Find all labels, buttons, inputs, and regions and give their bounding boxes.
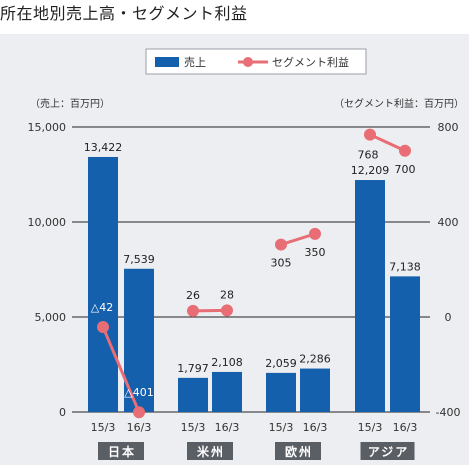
bar-sales bbox=[266, 372, 296, 412]
category-label: アジア bbox=[368, 445, 410, 459]
profit-point bbox=[221, 304, 233, 317]
bar-sales bbox=[212, 371, 242, 412]
bar-data-label: 2,059 bbox=[265, 357, 297, 370]
right-axis-tick-label: -400 bbox=[436, 406, 461, 419]
profit-data-label: 700 bbox=[395, 163, 416, 176]
bar-data-label: 7,539 bbox=[123, 253, 155, 266]
category-box bbox=[187, 442, 233, 460]
left-axis-tick-label: 15,000 bbox=[28, 121, 67, 134]
x-tick-label: 16/3 bbox=[303, 421, 328, 434]
right-axis-unit-label: （セグメント利益：百万円） bbox=[334, 97, 464, 110]
profit-data-label: 768 bbox=[358, 149, 379, 162]
legend-label-profit: セグメント利益 bbox=[272, 55, 349, 69]
right-axis-tick-label: 800 bbox=[438, 121, 459, 134]
x-tick-label: 15/3 bbox=[91, 421, 116, 434]
bar-data-label: 7,138 bbox=[389, 260, 421, 273]
profit-point bbox=[187, 304, 199, 317]
profit-point bbox=[133, 406, 145, 419]
profit-data-label: 26 bbox=[186, 289, 200, 302]
profit-data-label: △42 bbox=[91, 301, 113, 314]
profit-point bbox=[309, 227, 321, 240]
left-axis-tick-label: 5,000 bbox=[35, 311, 67, 324]
left-axis-unit-label: （売上：百万円） bbox=[30, 97, 110, 110]
bar-sales bbox=[355, 180, 385, 412]
x-tick-label: 16/3 bbox=[393, 421, 418, 434]
bar-sales bbox=[300, 368, 330, 412]
x-tick-label: 16/3 bbox=[215, 421, 240, 434]
bar-data-label: 12,209 bbox=[351, 164, 390, 177]
x-tick-label: 15/3 bbox=[358, 421, 383, 434]
legend-bar-swatch bbox=[155, 57, 179, 67]
profit-data-label: △401 bbox=[124, 386, 153, 399]
right-axis-tick-label: 0 bbox=[445, 311, 452, 324]
profit-line-segment bbox=[369, 133, 406, 153]
bar-data-label: 1,797 bbox=[177, 362, 209, 375]
profit-point bbox=[275, 238, 287, 251]
right-axis-tick-label: 400 bbox=[438, 216, 459, 229]
page-title: 所在地別売上高・セグメント利益 bbox=[0, 4, 248, 23]
category-box bbox=[360, 442, 415, 460]
profit-point bbox=[364, 128, 376, 141]
category-label: 欧州 bbox=[285, 444, 313, 459]
bar-sales bbox=[178, 377, 208, 412]
profit-point bbox=[399, 144, 411, 157]
profit-data-label: 350 bbox=[305, 246, 326, 259]
x-tick-label: 15/3 bbox=[181, 421, 206, 434]
category-label: 日本 bbox=[108, 444, 136, 459]
profit-point bbox=[97, 320, 109, 333]
profit-data-label: 305 bbox=[271, 257, 292, 270]
legend-label-sales: 売上 bbox=[184, 56, 206, 69]
left-axis-tick-label: 10,000 bbox=[28, 216, 67, 229]
x-tick-label: 16/3 bbox=[127, 421, 152, 434]
bar-data-label: 2,108 bbox=[211, 356, 243, 369]
category-box bbox=[98, 442, 144, 460]
profit-line-segment bbox=[101, 326, 141, 413]
x-tick-label: 15/3 bbox=[269, 421, 294, 434]
category-box bbox=[275, 442, 321, 460]
left-axis-tick-label: 0 bbox=[59, 406, 66, 419]
bar-sales bbox=[390, 276, 420, 412]
profit-data-label: 28 bbox=[220, 288, 234, 301]
bar-data-label: 13,422 bbox=[84, 141, 123, 154]
bar-sales bbox=[88, 156, 118, 412]
legend-line-marker bbox=[243, 57, 253, 67]
category-label: 米州 bbox=[197, 444, 225, 459]
bar-data-label: 2,286 bbox=[299, 353, 331, 366]
